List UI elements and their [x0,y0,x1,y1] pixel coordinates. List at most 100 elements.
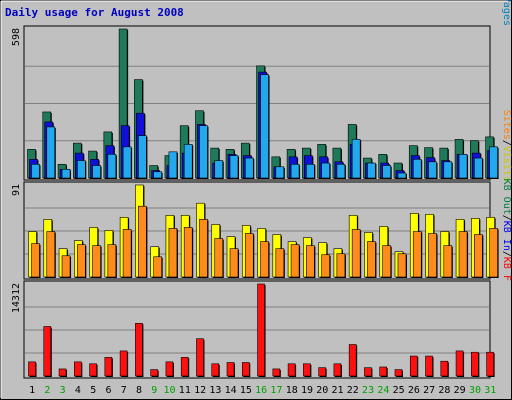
bar-pages [61,168,71,179]
bar-pages [367,162,376,179]
x-tick-label: 8 [136,385,142,396]
bar-sites [367,241,376,278]
bar-sites [168,228,178,278]
bar-kb-f [471,351,479,377]
legend-item: KB F [501,257,512,281]
bar-pages [306,163,315,179]
x-tick-label: 17 [270,385,282,396]
bar-pages [183,144,193,179]
bar-pages [153,171,162,179]
bar-pages [31,163,40,179]
bar-kb-f [425,355,433,377]
x-tick-label: 18 [286,385,298,396]
bar-sites [474,234,483,278]
legend-item: Pages [501,0,512,26]
x-tick-label: 11 [179,385,191,396]
bar-kb-f [226,362,235,377]
x-tick-label: 10 [164,385,176,396]
legend-item: Visits [501,146,512,182]
y-max-label: 598 [11,28,22,46]
bar-sites [290,244,300,278]
x-axis-labels: 1 2 3 4 5 6 7 8 9 10 11 12 13 14 15 16 17 18 19 20 21 22 23 24 2… [29,385,496,396]
x-tick-label: 20 [316,385,328,396]
bar-pages [214,160,224,179]
bar-pages [244,157,254,179]
bar-pages [260,74,269,179]
bar-kb-f [58,368,67,377]
x-tick-label: 16 [255,385,267,396]
x-tick-label: 25 [393,385,405,396]
bar-sites [31,243,40,278]
bar-pages [443,161,453,179]
panel-legend: Sites/Visits [501,110,512,182]
panel-hits: 598 Hits/Files/Pages [11,0,512,181]
bar-sites [46,231,56,278]
bar-pages [382,165,392,179]
bar-sites [275,248,285,278]
bar-kb-f [348,344,357,377]
x-tick-label: 2 [44,385,50,396]
bar-sites [77,244,86,278]
bar-sites [244,233,254,278]
bar-sites [489,228,498,278]
bar-kb-f [486,351,494,377]
x-tick-label: 31 [484,385,496,396]
bar-kb-f [119,350,128,377]
bar-kb-f [333,363,342,377]
bar-pages [458,154,468,179]
x-tick-label: 14 [225,385,237,396]
bar-kb-f [272,368,281,377]
bar-sites [397,253,407,278]
bar-kb-f [211,363,220,377]
bar-sites [336,253,346,278]
bar-sites [229,248,239,278]
bar-pages [474,157,483,179]
y-max-label: 14312 [11,283,22,313]
bar-kb-f [135,322,143,377]
x-tick-label: 13 [209,385,221,396]
x-tick-label: 23 [362,385,374,396]
bar-pages [428,161,437,179]
bar-pages [397,172,407,179]
panel-legend: Hits/Files/Pages [501,0,512,26]
bar-kb-f [104,357,113,377]
bar-kb-f [455,350,464,377]
bar-sites [183,227,193,278]
bar-pages [199,125,208,179]
bar-pages [351,139,361,179]
chart-title: Daily usage for August 2008 [5,6,184,19]
bar-sites [260,241,269,278]
bar-kb-f [364,367,372,377]
x-tick-label: 9 [151,385,157,396]
bar-pages [92,165,101,179]
bar-sites [306,245,315,278]
x-tick-label: 19 [301,385,313,396]
x-tick-label: 28 [438,385,450,396]
x-tick-label: 6 [105,385,111,396]
bar-sites [138,205,147,278]
bar-kb-f [394,369,403,377]
bar-pages [107,154,117,179]
bar-sites [458,231,468,278]
x-tick-label: 30 [469,385,481,396]
bar-kb-f [440,360,449,377]
bar-pages [412,159,422,179]
bar-sites [122,229,132,278]
bar-kb-f [379,366,388,377]
x-tick-label: 4 [75,385,81,396]
bar-kb-f [241,362,250,377]
bar-kb-f [165,361,174,377]
bar-kb-f [409,355,418,377]
bar-kb-f [318,367,326,377]
x-tick-label: 12 [194,385,206,396]
bar-sites [351,229,361,278]
bar-pages [489,146,498,179]
bar-sites [61,255,71,278]
bar-pages [336,163,346,179]
bar-pages [275,166,285,179]
bar-kb-f [74,361,82,377]
bar-sites [153,256,162,278]
bar-kb-f [150,369,158,377]
bar-kb-f [28,361,36,377]
